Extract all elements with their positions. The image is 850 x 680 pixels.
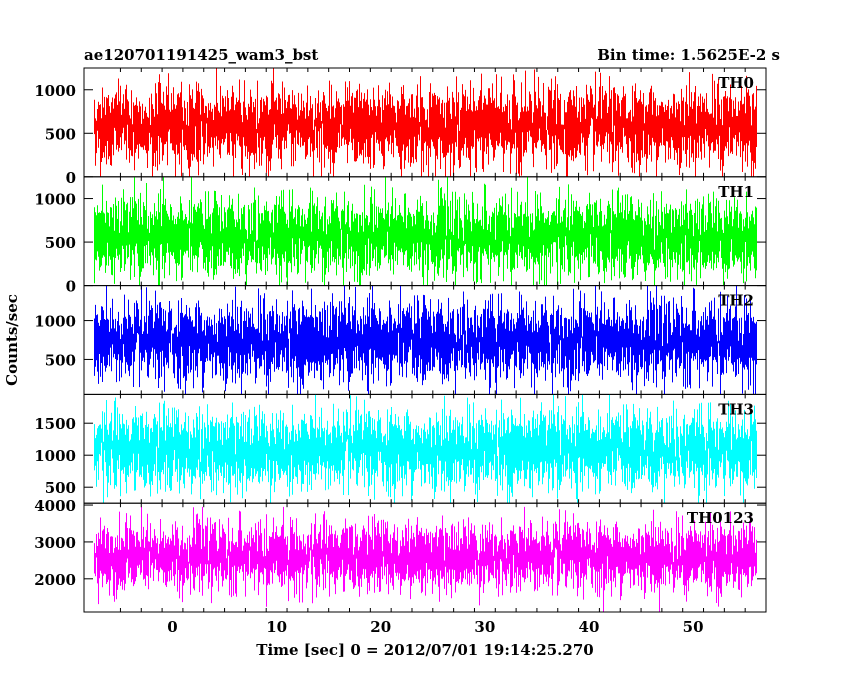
x-axis-label: Time [sec] 0 = 2012/07/01 19:14:25.270 (256, 641, 593, 659)
y-tick-label: 1000 (34, 313, 76, 331)
y-tick-label: 500 (45, 351, 76, 369)
y-tick-label: 1000 (34, 447, 76, 465)
panel-th2: 500 1000 TH2 (34, 285, 767, 395)
y-axis-label: Counts/sec (3, 294, 21, 386)
bin-time-label: Bin time: 1.5625E-2 s (597, 46, 780, 64)
panel-label-th0: TH0 (718, 74, 754, 92)
y-tick-label: 4000 (34, 497, 76, 515)
panel-th0: 0 500 1000 TH0 (34, 67, 767, 187)
series-th1 (94, 176, 757, 286)
panel-label-th3: TH3 (718, 400, 754, 418)
panel-th3: 500 1000 1500 TH3 (34, 393, 767, 504)
y-tick-label: 0 (66, 278, 76, 296)
y-tick-label: 3000 (34, 534, 76, 552)
y-tick-label: 2000 (34, 571, 76, 589)
y-tick-label: 500 (45, 234, 76, 252)
x-tick-labels: 0 10 20 30 40 50 (167, 618, 703, 636)
y-tick-label: 1000 (34, 82, 76, 100)
y-tick-label: 1500 (34, 415, 76, 433)
x-tick-label: 50 (683, 618, 704, 636)
y-tick-label: 1000 (34, 191, 76, 209)
x-tick-label: 10 (266, 618, 287, 636)
panel-frame (83, 502, 767, 613)
chart-title: ae120701191425_wam3_bst (84, 46, 318, 64)
panels-group: 0 500 1000 TH0 0 500 1000 TH1 500 1000 TH2 500 1000 1… (34, 67, 767, 613)
y-tick-label: 500 (45, 125, 76, 143)
series-th0 (94, 68, 757, 177)
series-th2 (94, 285, 757, 395)
panel-th1: 0 500 1000 TH1 (34, 176, 767, 296)
series-th3 (94, 394, 757, 504)
y-tick-label: 0 (66, 169, 76, 187)
x-tick-label: 30 (474, 618, 495, 636)
panel-label-th0123: TH0123 (687, 509, 754, 527)
y-tick-label: 500 (45, 479, 76, 497)
panel-label-th2: TH2 (718, 292, 754, 310)
series-th0123 (94, 506, 757, 612)
panel-label-th1: TH1 (718, 183, 754, 201)
x-tick-label: 0 (167, 618, 177, 636)
x-tick-label: 20 (370, 618, 391, 636)
x-tick-label: 40 (579, 618, 600, 636)
panel-th0123: 2000 3000 4000 TH0123 (34, 497, 767, 613)
